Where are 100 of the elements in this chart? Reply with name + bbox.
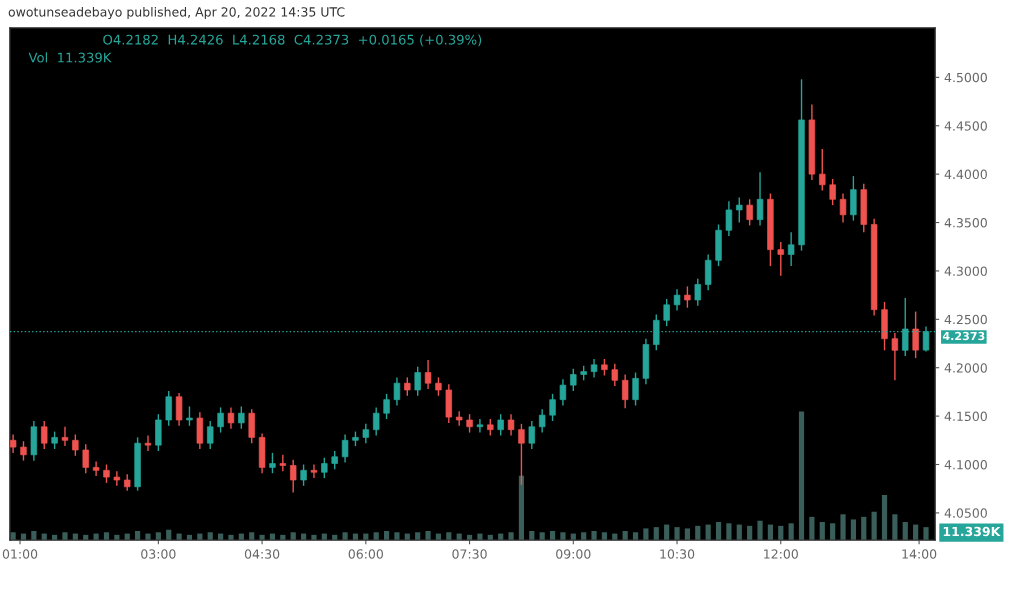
bar bbox=[871, 511, 877, 540]
bar bbox=[923, 527, 929, 540]
y-tick-label: 4.2000 bbox=[944, 363, 987, 373]
y-tick-label: 4.2500 bbox=[944, 314, 987, 325]
candlestick bbox=[694, 277, 701, 307]
candlestick bbox=[269, 452, 276, 474]
candlestick bbox=[829, 178, 836, 206]
bar bbox=[726, 523, 732, 540]
candlestick bbox=[839, 192, 847, 224]
x-tick-label: 10:30 bbox=[660, 549, 695, 559]
candlestick bbox=[507, 413, 515, 437]
bar bbox=[892, 514, 898, 540]
y-tick-label: 4.0500 bbox=[944, 508, 987, 518]
bar bbox=[809, 516, 815, 540]
candlestick bbox=[41, 420, 48, 450]
y-tick-label: 4.3500 bbox=[944, 218, 987, 228]
candlestick bbox=[611, 363, 618, 387]
candlestick bbox=[372, 406, 380, 437]
x-tick-label: 04:30 bbox=[244, 549, 280, 559]
candlestick bbox=[891, 332, 899, 381]
ref-line-label: 4.2373 bbox=[942, 331, 985, 341]
candlestick bbox=[310, 463, 318, 479]
candlestick bbox=[331, 450, 338, 471]
candlestick bbox=[144, 434, 152, 452]
candlestick bbox=[455, 410, 463, 427]
y-tick-label: 4.1500 bbox=[944, 411, 987, 422]
bar bbox=[643, 528, 649, 540]
candlestick bbox=[404, 376, 411, 397]
candlestick bbox=[632, 371, 639, 407]
bar bbox=[62, 532, 68, 540]
y-tick-label: 4.4500 bbox=[944, 121, 987, 131]
candlestick bbox=[383, 393, 390, 420]
bar bbox=[342, 532, 348, 540]
y-tick-label: 4.3000 bbox=[944, 266, 987, 276]
candlestick bbox=[725, 200, 733, 237]
y-tick-label: 4.1000 bbox=[944, 459, 987, 470]
x-tick-label: 12:00 bbox=[764, 549, 798, 559]
candlestick bbox=[528, 420, 536, 450]
annotation: Vol 11.339K bbox=[28, 52, 112, 63]
chart-title: owotunseadebayo published, Apr 20, 2022 14:35 UTC bbox=[8, 6, 345, 20]
candlestick bbox=[663, 298, 670, 327]
x-tick-label: 14:00 bbox=[902, 549, 937, 559]
x-tick-label: 09:00 bbox=[556, 549, 591, 559]
bar bbox=[715, 522, 722, 540]
bar bbox=[840, 514, 846, 540]
bar bbox=[674, 527, 680, 540]
bar bbox=[591, 531, 597, 540]
candlestick bbox=[238, 405, 245, 430]
bar bbox=[477, 533, 483, 540]
candlestick bbox=[227, 406, 235, 430]
candlestick bbox=[217, 406, 224, 434]
text: 11.339K bbox=[943, 526, 1001, 537]
candlestick bbox=[424, 359, 432, 390]
bar bbox=[508, 532, 514, 540]
candlestick bbox=[279, 454, 287, 472]
candlestick bbox=[756, 171, 764, 227]
y-tick-label: 4.4000 bbox=[944, 169, 987, 180]
candlestick bbox=[466, 413, 473, 434]
bar bbox=[145, 533, 151, 540]
annotation: O4.2182 H4.2426 L4.2168 C4.2373 +0.0165 (+0.39%) bbox=[103, 34, 482, 47]
bar bbox=[819, 522, 825, 540]
candlestick bbox=[570, 367, 577, 392]
candlestick bbox=[393, 376, 401, 407]
bar bbox=[653, 527, 659, 540]
candlestick bbox=[10, 433, 17, 454]
x-tick-label: 07:30 bbox=[452, 549, 487, 559]
candlestick bbox=[175, 392, 183, 427]
bar bbox=[560, 532, 566, 540]
candlestick bbox=[684, 285, 691, 309]
x-tick-label: 06:00 bbox=[348, 549, 383, 559]
candlestick bbox=[92, 460, 100, 477]
bar bbox=[902, 522, 908, 540]
candlestick bbox=[621, 373, 629, 410]
candlestick bbox=[82, 443, 89, 474]
bar bbox=[518, 475, 525, 540]
candlestick bbox=[72, 433, 79, 457]
candlestick bbox=[590, 358, 598, 379]
bar bbox=[684, 528, 690, 540]
bar bbox=[881, 495, 888, 540]
candlestick bbox=[819, 148, 826, 192]
bar bbox=[830, 523, 836, 540]
x-tick-label: 01:00 bbox=[2, 549, 38, 559]
candlestick bbox=[321, 457, 328, 479]
candlestick bbox=[476, 418, 484, 434]
candlestick bbox=[538, 408, 546, 434]
candlestick bbox=[362, 423, 370, 444]
candlestick bbox=[746, 198, 753, 227]
bar bbox=[425, 531, 431, 540]
bar bbox=[850, 519, 856, 540]
x-tick-label: 03:00 bbox=[141, 549, 176, 559]
bar bbox=[798, 411, 805, 540]
candlestick bbox=[207, 420, 214, 450]
candlestick bbox=[414, 366, 421, 397]
candlestick bbox=[912, 310, 919, 359]
candlestick bbox=[186, 405, 193, 427]
candlestick bbox=[549, 393, 556, 422]
candlestick bbox=[736, 196, 743, 224]
candlestick bbox=[113, 470, 121, 487]
candlestick bbox=[61, 426, 69, 447]
y-tick-label: 4.5000 bbox=[944, 72, 987, 83]
